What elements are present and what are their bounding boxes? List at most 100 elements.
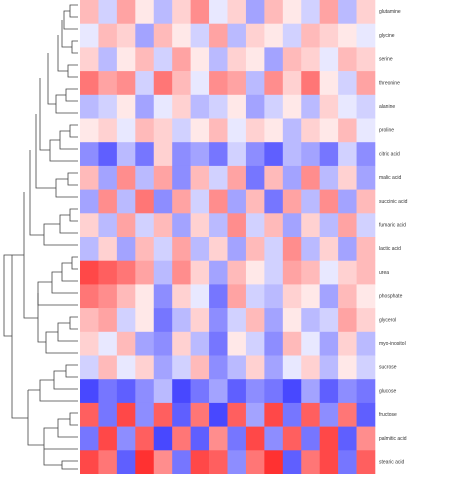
heatmap-cell bbox=[264, 165, 284, 190]
heatmap-cell bbox=[301, 402, 320, 427]
heatmap-cell bbox=[245, 379, 265, 404]
heatmap-cell bbox=[264, 142, 284, 167]
heatmap-cell bbox=[80, 47, 99, 72]
heatmap-cell bbox=[301, 94, 320, 119]
heatmap-cell bbox=[227, 47, 247, 72]
heatmap-cell bbox=[80, 165, 99, 190]
heatmap-cell bbox=[282, 426, 302, 451]
heatmap-cell bbox=[153, 426, 173, 451]
heatmap-cell bbox=[153, 118, 173, 143]
heatmap-cell bbox=[135, 165, 155, 190]
heatmap-cell bbox=[282, 71, 302, 96]
heatmap-cell bbox=[80, 331, 99, 356]
heatmap-cell bbox=[172, 284, 191, 309]
heatmap-cell bbox=[135, 237, 155, 261]
heatmap-cell bbox=[190, 237, 210, 261]
heatmap-cell bbox=[356, 94, 376, 119]
heatmap-cell bbox=[301, 71, 320, 96]
heatmap-cell bbox=[227, 426, 247, 451]
heatmap-cell bbox=[319, 0, 339, 24]
heatmap-cell bbox=[264, 23, 284, 48]
heatmap-cell bbox=[80, 284, 99, 309]
row-label: fructose bbox=[379, 412, 397, 418]
heatmap-cell bbox=[301, 284, 320, 309]
heatmap-cell bbox=[135, 213, 155, 238]
heatmap-cell bbox=[80, 402, 99, 427]
heatmap-cell bbox=[356, 260, 376, 285]
dendrogram-branch bbox=[57, 20, 78, 78]
heatmap-cell bbox=[264, 402, 284, 427]
heatmap-cell bbox=[209, 450, 228, 475]
heatmap-cell bbox=[80, 23, 99, 48]
heatmap-cell bbox=[338, 379, 357, 404]
heatmap-cell bbox=[135, 23, 155, 48]
dendrogram-branch bbox=[35, 78, 78, 198]
row-label: phosphate bbox=[379, 294, 403, 300]
row-labels: glutamine glycine serine threonine alanine pr… bbox=[379, 9, 408, 465]
heatmap-cell bbox=[116, 284, 136, 309]
heatmap-cell bbox=[356, 237, 376, 261]
heatmap-cell bbox=[227, 284, 247, 309]
heatmap-cell bbox=[338, 426, 357, 451]
heatmap-cell bbox=[190, 426, 210, 451]
heatmap-cell bbox=[282, 237, 302, 261]
heatmap-cell bbox=[153, 355, 173, 380]
heatmap-cell bbox=[190, 71, 210, 96]
heatmap-cell bbox=[98, 402, 118, 427]
heatmap-cell bbox=[282, 142, 302, 167]
heatmap-cell bbox=[98, 23, 118, 48]
heatmap-cell bbox=[172, 237, 191, 261]
heatmap-cell bbox=[227, 23, 247, 48]
heatmap-cell bbox=[116, 379, 136, 404]
heatmap-cell bbox=[209, 71, 228, 96]
heatmap-cell bbox=[209, 260, 228, 285]
heatmap-cell bbox=[209, 23, 228, 48]
heatmap-cell bbox=[245, 118, 265, 143]
row-label: succinic acid bbox=[379, 199, 408, 205]
heatmap-cell bbox=[338, 23, 357, 48]
heatmap-cell bbox=[356, 189, 376, 214]
heatmap-cell bbox=[264, 379, 284, 404]
heatmap-cell bbox=[172, 450, 191, 475]
heatmap-cell bbox=[98, 71, 118, 96]
heatmap-cell bbox=[338, 0, 357, 24]
heatmap-cell bbox=[209, 331, 228, 356]
heatmap-cell bbox=[135, 331, 155, 356]
heatmap-cell bbox=[135, 0, 155, 24]
heatmap-cell bbox=[356, 47, 376, 72]
heatmap-cell bbox=[209, 284, 228, 309]
heatmap-cell bbox=[264, 237, 284, 261]
heatmap-cell bbox=[153, 237, 173, 261]
heatmap-cell bbox=[172, 402, 191, 427]
heatmap-cell bbox=[172, 142, 191, 167]
row-label: urea bbox=[379, 270, 389, 276]
heatmap-cell bbox=[319, 260, 339, 285]
heatmap-cell bbox=[135, 142, 155, 167]
heatmap-cell bbox=[209, 308, 228, 333]
heatmap-cell bbox=[301, 189, 320, 214]
heatmap-cell bbox=[282, 94, 302, 119]
heatmap-cell bbox=[338, 142, 357, 167]
heatmap-cell bbox=[227, 331, 247, 356]
heatmap-cell bbox=[209, 237, 228, 261]
heatmap-cell bbox=[135, 94, 155, 119]
heatmap-cell bbox=[264, 213, 284, 238]
heatmap-cell bbox=[190, 213, 210, 238]
heatmap-cell bbox=[98, 118, 118, 143]
heatmap-cell bbox=[116, 260, 136, 285]
heatmap-cell bbox=[356, 308, 376, 333]
heatmap-cell bbox=[356, 331, 376, 356]
heatmap-cell bbox=[172, 260, 191, 285]
heatmap-cell bbox=[190, 331, 210, 356]
heatmap-cell bbox=[301, 142, 320, 167]
heatmap-cell bbox=[264, 118, 284, 143]
heatmap-cell bbox=[135, 355, 155, 380]
heatmap-cell bbox=[98, 355, 118, 380]
heatmap-cell bbox=[190, 308, 210, 333]
heatmap-cell bbox=[319, 165, 339, 190]
heatmap-cell bbox=[153, 94, 173, 119]
heatmap-cell bbox=[319, 237, 339, 261]
heatmap-cell bbox=[319, 71, 339, 96]
heatmap-cell bbox=[190, 0, 210, 24]
heatmap-cell bbox=[245, 142, 265, 167]
